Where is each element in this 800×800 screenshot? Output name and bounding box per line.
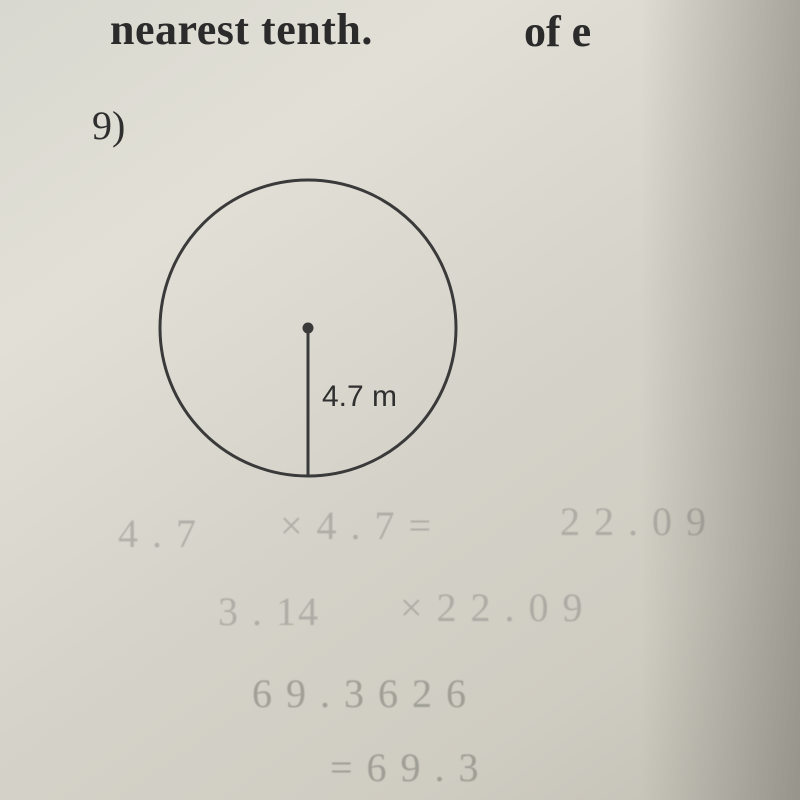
radius-label: 4.7 m xyxy=(322,380,397,413)
pencil-line1-b: × 4 . 7 = xyxy=(280,502,433,549)
instruction-fragment-a: nearest tenth. xyxy=(110,4,373,55)
pencil-line2-b: × 2 2 . 0 9 xyxy=(400,584,585,631)
pencil-line1-c: 2 2 . 0 9 xyxy=(560,498,708,545)
pencil-line2-a: 3 . 14 xyxy=(218,588,320,635)
circle-diagram: 4.7 m xyxy=(148,168,478,503)
circle-svg: 4.7 m xyxy=(148,168,478,498)
pencil-line4: = 6 9 . 3 xyxy=(330,744,481,791)
page-shadow xyxy=(640,0,800,800)
instruction-fragment-b: of e xyxy=(524,6,591,57)
worksheet-page: nearest tenth. of e 9) 4.7 m 4 . 7 × 4 .… xyxy=(0,0,800,800)
pencil-line1-a: 4 . 7 xyxy=(118,510,198,557)
pencil-line3: 6 9 . 3 6 2 6 xyxy=(252,670,468,717)
question-number: 9) xyxy=(92,102,125,149)
